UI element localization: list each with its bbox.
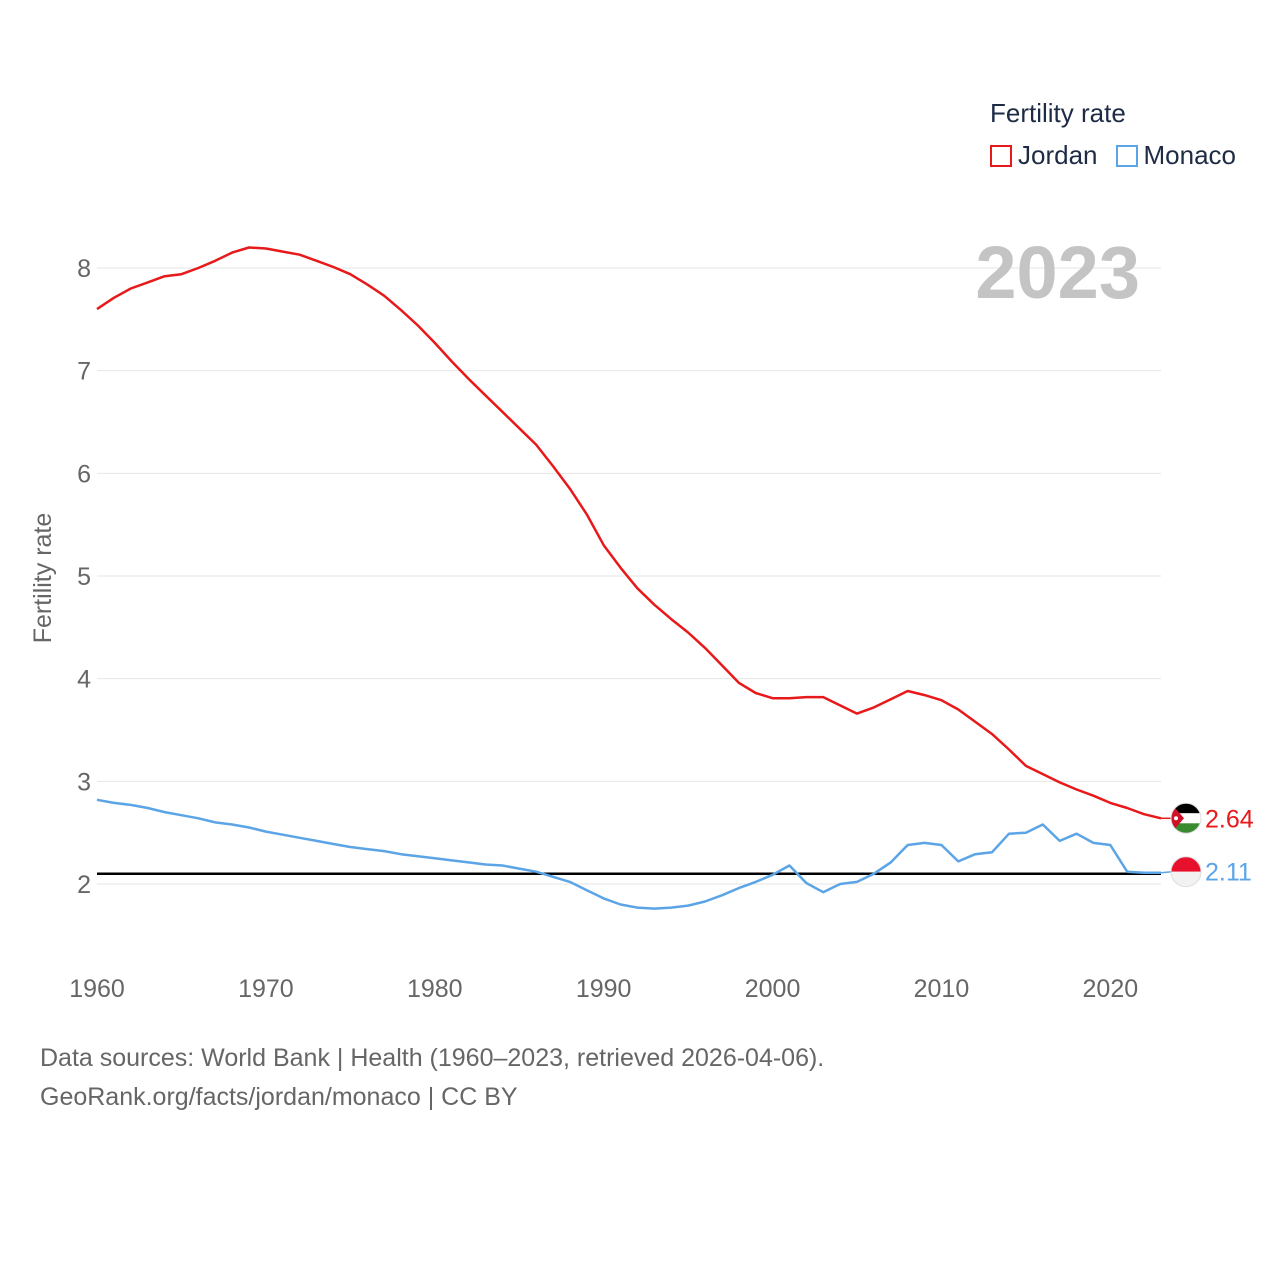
x-tick-label: 2000 xyxy=(745,975,801,1003)
end-label-monaco: 2.11 xyxy=(1205,859,1252,887)
legend-swatch-monaco xyxy=(1115,144,1138,167)
legend-item-monaco[interactable]: Monaco xyxy=(1115,140,1237,171)
y-tick-label: 2 xyxy=(77,871,91,899)
series-line-monaco[interactable] xyxy=(96,798,1161,910)
footer-sources: Data sources: World Bank | Health (1960–… xyxy=(40,1044,825,1072)
end-labels: 2.64 2.11 xyxy=(1160,802,1254,888)
jordan-flag-icon xyxy=(1170,802,1202,834)
x-tick-label: 2010 xyxy=(914,975,970,1003)
y-tick-label: 7 xyxy=(77,358,91,386)
x-tick-label: 1990 xyxy=(576,975,632,1003)
legend-label-jordan: Jordan xyxy=(1018,140,1098,170)
series-lines xyxy=(96,246,1162,910)
end-connector-monaco xyxy=(1160,870,1173,874)
year-watermark: 2023 xyxy=(975,231,1140,314)
y-axis-label: Fertility rate xyxy=(29,513,57,644)
x-tick-label: 2020 xyxy=(1083,975,1139,1003)
legend-swatch-jordan xyxy=(990,144,1012,167)
footer-link[interactable]: GeoRank.org/facts/jordan/monaco | CC BY xyxy=(40,1083,518,1111)
y-tick-label: 6 xyxy=(77,460,91,488)
x-tick-label: 1970 xyxy=(238,975,294,1003)
end-label-jordan: 2.64 xyxy=(1205,805,1254,833)
gridlines xyxy=(97,267,1161,885)
legend: Jordan Monaco xyxy=(990,140,1254,171)
x-tick-label: 1980 xyxy=(407,975,463,1003)
x-tick-label: 1960 xyxy=(69,975,125,1003)
y-tick-label: 4 xyxy=(77,666,91,694)
x-axis-ticks: 1960 1970 1980 1990 2000 2010 2020 xyxy=(69,975,1138,1003)
monaco-flag-icon xyxy=(1170,856,1202,888)
y-tick-label: 8 xyxy=(77,255,91,283)
series-line-jordan[interactable] xyxy=(96,246,1162,820)
y-tick-label: 5 xyxy=(77,563,91,591)
legend-title: Fertility rate xyxy=(990,98,1126,128)
legend-label-monaco: Monaco xyxy=(1143,140,1237,170)
y-axis-ticks: 2 3 4 5 6 7 8 xyxy=(77,255,91,899)
legend-item-jordan[interactable]: Jordan xyxy=(990,140,1098,171)
y-tick-label: 3 xyxy=(77,768,91,796)
